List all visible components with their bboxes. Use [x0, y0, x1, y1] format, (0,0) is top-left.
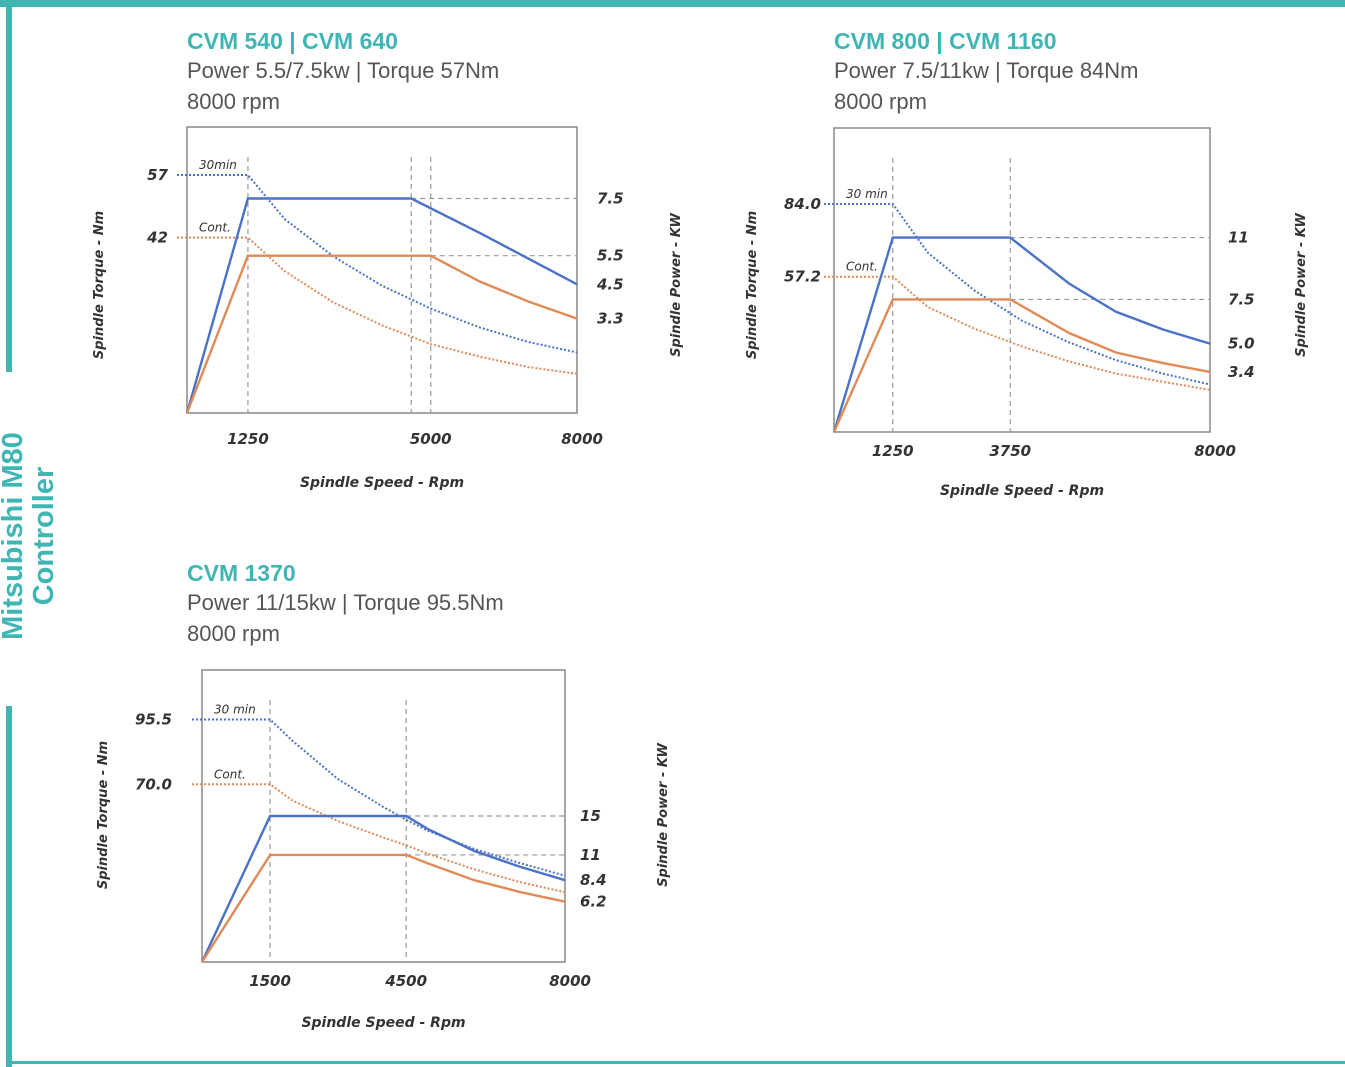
power-curve-line [185, 197, 578, 414]
spec-line: Power 5.5/7.5kw | Torque 57Nm [187, 58, 500, 83]
frame-bottom-border [6, 1061, 1345, 1064]
torque-curve-line [192, 783, 566, 894]
torque-curve-line [177, 174, 578, 354]
y-axis-title-power: Spindle Power - KW [1294, 212, 1309, 356]
frame-left-border [6, 706, 12, 1067]
x-axis-title: Spindle Speed - Rpm [300, 475, 464, 491]
power-tick-label: 7.5 [1228, 290, 1255, 308]
x-axis-title: Spindle Speed - Rpm [301, 1015, 465, 1031]
power-tick-label: 11 [1228, 229, 1249, 247]
x-tick-label: 4500 [384, 972, 427, 990]
model-title: CVM 800 | CVM 1160 [834, 28, 1057, 54]
power-curve-line [832, 298, 1211, 433]
series-name-label: 30 min [846, 187, 888, 201]
spec-rpm: 8000 rpm [187, 621, 280, 646]
power-tick-label: 7.5 [597, 190, 624, 208]
series-name-label: Cont. [199, 221, 231, 235]
y-axis-title-power: Spindle Power - KW [656, 742, 671, 886]
series-name-label: 30 min [214, 703, 256, 717]
model-title: CVM 540 | CVM 640 [187, 28, 398, 54]
series-name-label: 30min [199, 158, 237, 172]
chart-header-cvm1370: CVM 1370 Power 11/15kw | Torque 95.5Nm 8… [187, 559, 504, 649]
x-tick-label: 1500 [249, 972, 291, 990]
power-curve-line [200, 814, 566, 963]
power-tick-label: 3.3 [597, 310, 624, 328]
x-axis-title: Spindle Speed - Rpm [940, 483, 1104, 499]
torque-tick-label: 84.0 [784, 195, 821, 213]
x-tick-label: 5000 [410, 430, 452, 448]
power-curve-line [185, 254, 578, 414]
power-tick-label: 15 [580, 807, 601, 825]
x-tick-label: 1250 [227, 430, 269, 448]
x-tick-label: 8000 [561, 430, 603, 448]
x-tick-label: 1250 [872, 442, 914, 460]
power-tick-label: 8.4 [580, 871, 607, 889]
torque-tick-label: 70.0 [135, 775, 172, 793]
series-name-label: Cont. [846, 260, 878, 274]
power-tick-label: 5.0 [1228, 335, 1255, 353]
torque-tick-label: 42 [146, 229, 168, 247]
torque-curve-line [824, 203, 1211, 386]
power-tick-label: 3.4 [1228, 363, 1255, 381]
y-axis-title-torque: Spindle Torque - Nm [745, 211, 760, 359]
y-axis-title-torque: Spindle Torque - Nm [96, 741, 111, 889]
spec-rpm: 8000 rpm [187, 89, 280, 114]
power-tick-label: 6.2 [580, 893, 607, 911]
power-tick-label: 5.5 [597, 247, 624, 265]
torque-curve-line [192, 718, 566, 877]
torque-curve-line [824, 275, 1211, 391]
y-axis-title-torque: Spindle Torque - Nm [92, 211, 107, 359]
model-title: CVM 1370 [187, 560, 296, 586]
torque-tick-label: 57.2 [784, 268, 821, 286]
power-curve-line [832, 236, 1211, 433]
chart-header-cvm540: CVM 540 | CVM 640 Power 5.5/7.5kw | Torq… [187, 27, 499, 117]
spec-line: Power 7.5/11kw | Torque 84Nm [834, 58, 1139, 83]
x-tick-label: 3750 [989, 442, 1031, 460]
power-tick-label: 4.5 [596, 275, 624, 293]
x-tick-label: 8000 [549, 972, 591, 990]
power-tick-label: 11 [580, 846, 601, 864]
frame-top-border [0, 0, 1345, 7]
spec-rpm: 8000 rpm [834, 89, 927, 114]
torque-tick-label: 95.5 [135, 711, 172, 729]
torque-tick-label: 57 [147, 166, 168, 184]
series-name-label: Cont. [214, 767, 246, 781]
spec-line: Power 11/15kw | Torque 95.5Nm [187, 590, 504, 615]
y-axis-title-power: Spindle Power - KW [669, 212, 684, 356]
chart-header-cvm800: CVM 800 | CVM 1160 Power 7.5/11kw | Torq… [834, 27, 1139, 117]
torque-curve-line [177, 236, 578, 375]
frame-left-border [6, 7, 12, 372]
power-curve-line [200, 853, 566, 963]
plot-area [186, 126, 578, 414]
x-tick-label: 8000 [1194, 442, 1236, 460]
